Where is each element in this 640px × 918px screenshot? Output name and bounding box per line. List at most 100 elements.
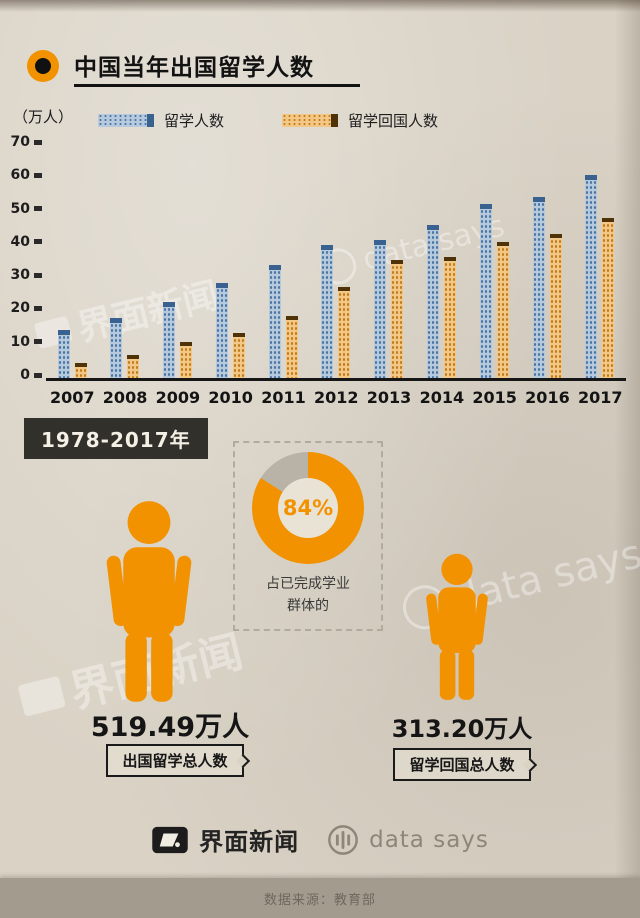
donut-caption: 占已完成学业 群体的 [266, 574, 350, 617]
bar-returned-2013 [391, 260, 404, 378]
bar-chart: 0 10 20 30 40 50 60 70 2007 2008 2009 2010 2011 2012… [0, 134, 640, 412]
bar-group-2011 [261, 265, 305, 378]
bar-group-2013 [367, 240, 411, 378]
tick-mark-icon [34, 339, 42, 345]
bar-returned-2008 [127, 355, 140, 378]
x-axis-label-2008: 2008 [102, 388, 148, 407]
y-axis-tick-40: 40 [11, 234, 42, 250]
donut-caption-line2: 群体的 [287, 597, 329, 614]
x-axis-label-2015: 2015 [472, 388, 517, 407]
total-returned-value: 313.20万人 [391, 715, 533, 743]
x-axis: 2007 2008 2009 2010 2011 2012 2013 2014 2015 2016… [46, 388, 626, 407]
bar-returned-2009 [180, 342, 193, 378]
bar-returned-2014 [444, 257, 457, 378]
page-title: 中国当年出国留学人数 [74, 55, 314, 81]
x-axis-label-2010: 2010 [208, 388, 253, 407]
top-edge-shade [0, 0, 640, 12]
y-axis-tick-10: 10 [11, 334, 42, 350]
total-returned-tag: 留学回国总人数 [393, 748, 531, 781]
jiemian-watermark-icon [17, 675, 66, 717]
bar-group-2008 [103, 318, 147, 378]
x-axis-label-2011: 2011 [261, 388, 306, 407]
bar-cap [444, 257, 457, 261]
chart-legend: 留学人数 留学回国人数 [98, 110, 438, 131]
legend-swatch-returned-icon [282, 114, 339, 127]
bar-cap [602, 218, 615, 222]
bar-group-2009 [156, 302, 200, 378]
tick-mark-icon [34, 139, 42, 145]
title-bullet-icon [27, 50, 59, 82]
person-figure-returned [414, 553, 500, 703]
tick-mark-icon [34, 272, 42, 278]
bar-abroad-2010 [215, 283, 228, 378]
legend-swatch-abroad-icon [98, 114, 154, 127]
bar-returned-2016 [549, 234, 562, 378]
donut-percent-label: 84% [282, 496, 334, 520]
bar-group-2015 [472, 204, 516, 378]
tick-mark-icon [34, 172, 42, 178]
total-abroad-value: 519.49万人 [90, 712, 250, 743]
x-axis-label-2013: 2013 [366, 388, 412, 407]
bar-cap [163, 302, 176, 307]
legend-label-abroad: 留学人数 [164, 112, 225, 130]
bar-group-2017 [578, 175, 622, 378]
x-axis-label-2012: 2012 [313, 388, 359, 407]
bar-group-2016 [525, 197, 569, 378]
footer-brands: 界面新闻 data says [0, 822, 640, 857]
bar-returned-2012 [338, 287, 351, 378]
bar-cap [215, 283, 228, 288]
bar-cap [127, 355, 140, 359]
tick-mark-icon [34, 239, 42, 245]
total-abroad-tag-wrap: 出国留学总人数 [70, 744, 280, 777]
y-axis: 0 10 20 30 40 50 60 70 [0, 134, 44, 383]
bar-abroad-2014 [427, 225, 440, 378]
person-figure-abroad [90, 500, 208, 706]
x-axis-label-2016: 2016 [525, 388, 570, 407]
donut-caption-line1: 占已完成学业 [266, 576, 350, 592]
bar-cap [268, 265, 281, 270]
bar-cap [321, 245, 334, 250]
plot-area [46, 142, 626, 381]
datasays-brand: data says [327, 824, 489, 856]
bar-cap [427, 225, 440, 230]
bar-abroad-2009 [163, 302, 176, 378]
data-source-text: 数据来源：教育部 [263, 892, 376, 908]
donut-panel: 84% 占已完成学业 群体的 [233, 441, 383, 632]
jiemian-brand: 界面新闻 [151, 822, 299, 857]
title-underline [74, 84, 360, 87]
x-axis-label-2014: 2014 [419, 388, 465, 407]
bar-cap [532, 197, 545, 202]
y-axis-tick-50: 50 [11, 201, 42, 217]
jiemian-brand-text: 界面新闻 [199, 828, 300, 856]
bar-abroad-2017 [585, 175, 598, 378]
bar-returned-2017 [602, 218, 615, 378]
y-axis-tick-30: 30 [11, 267, 42, 283]
datasays-brand-text: data says [369, 826, 489, 853]
bar-abroad-2007 [57, 330, 70, 378]
y-axis-tick-70: 70 [11, 134, 42, 150]
y-axis-unit-label: （万人） [13, 108, 74, 126]
bar-group-2012 [314, 245, 358, 378]
bar-cap [338, 287, 351, 291]
bar-abroad-2011 [268, 265, 281, 378]
legend-item-abroad: 留学人数 [98, 110, 224, 131]
bar-group-2010 [208, 283, 252, 378]
y-axis-tick-60: 60 [11, 167, 42, 183]
bar-cap [549, 234, 562, 238]
bar-cap [232, 333, 245, 337]
y-axis-tick-20: 20 [11, 300, 42, 316]
bar-group-2007 [50, 330, 94, 378]
y-axis-tick-0: 0 [20, 367, 42, 383]
bar-cap [391, 260, 404, 264]
bar-cap [180, 342, 193, 346]
x-axis-label-2009: 2009 [155, 388, 201, 407]
bar-cap [74, 363, 87, 367]
bar-abroad-2013 [374, 240, 387, 378]
legend-item-returned: 留学回国人数 [282, 110, 438, 131]
bar-cap [585, 175, 598, 180]
bar-cap [374, 240, 387, 245]
tick-mark-icon [34, 305, 42, 311]
bar-abroad-2016 [532, 197, 545, 378]
bar-returned-2011 [285, 316, 298, 378]
